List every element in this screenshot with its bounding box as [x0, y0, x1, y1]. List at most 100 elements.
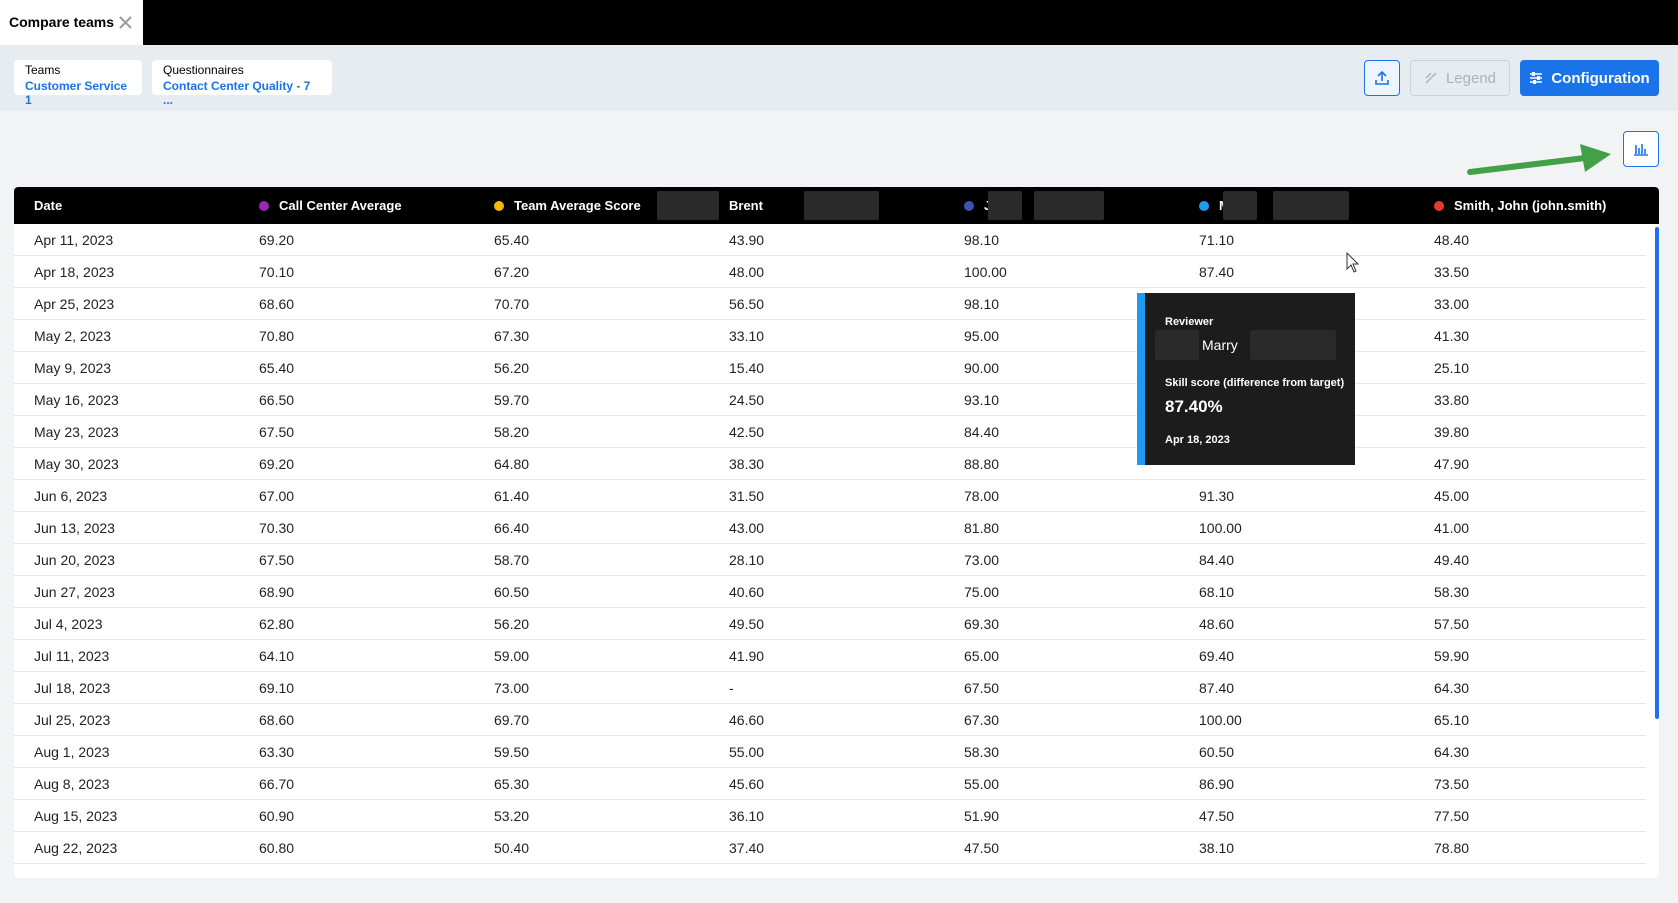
chart-view-button[interactable] — [1623, 131, 1659, 167]
table-cell: 65.40 — [494, 232, 530, 248]
table-cell: - — [729, 680, 734, 696]
legend-button[interactable]: Legend — [1410, 60, 1510, 96]
table-cell: 69.70 — [494, 712, 530, 728]
table-cell: 81.80 — [964, 520, 1000, 536]
table-row: Jun 13, 2023 70.30 66.40 43.00 81.80 100.00 41… — [14, 512, 1646, 544]
table-cell: 50.40 — [494, 840, 530, 856]
scrollbar[interactable] — [1655, 227, 1659, 719]
table-cell: Jul 18, 2023 — [34, 680, 111, 696]
table-cell: 84.40 — [964, 424, 1000, 440]
table-cell: 60.50 — [1199, 744, 1235, 760]
redacted — [1250, 330, 1336, 360]
table-cell: 64.80 — [494, 456, 530, 472]
column-header: Team Average Score — [494, 187, 641, 224]
table-cell: 60.90 — [259, 808, 295, 824]
table-cell: 66.40 — [494, 520, 530, 536]
redacted — [1223, 191, 1257, 220]
table-cell: 98.10 — [964, 296, 1000, 312]
table-cell: 93.10 — [964, 392, 1000, 408]
column-name: Call Center Average — [279, 198, 402, 213]
table-cell: 70.80 — [259, 328, 295, 344]
table-cell: 69.40 — [1199, 648, 1235, 664]
table-cell: May 30, 2023 — [34, 456, 119, 472]
table-cell: 41.90 — [729, 648, 765, 664]
series-dot — [259, 201, 269, 211]
table-cell: 48.40 — [1434, 232, 1470, 248]
table-cell: 47.50 — [964, 840, 1000, 856]
cut-off-row — [14, 864, 1646, 878]
table-cell: May 2, 2023 — [34, 328, 112, 344]
table-cell: 24.50 — [729, 392, 765, 408]
table-cell: 58.30 — [1434, 584, 1470, 600]
table-cell: 67.50 — [259, 552, 295, 568]
table-row: Jul 4, 2023 62.80 56.20 49.50 69.30 48.60 57.5… — [14, 608, 1646, 640]
button-label: Configuration — [1551, 69, 1650, 87]
table-cell: 63.30 — [259, 744, 295, 760]
table-cell: 25.10 — [1434, 360, 1470, 376]
table-cell: 68.10 — [1199, 584, 1235, 600]
table-cell: 43.00 — [729, 520, 765, 536]
table-cell: 100.00 — [964, 264, 1007, 280]
configuration-button[interactable]: Configuration — [1520, 60, 1659, 96]
configuration-icon — [1530, 72, 1543, 84]
table-cell: Apr 25, 2023 — [34, 296, 115, 312]
annotation-arrow — [1467, 144, 1611, 175]
close-icon[interactable] — [119, 16, 132, 29]
column-name: Brent — [729, 198, 763, 213]
table-cell: 41.30 — [1434, 328, 1470, 344]
table-row: Aug 22, 2023 60.80 50.40 37.40 47.50 38.10 78.… — [14, 832, 1646, 864]
table-cell: 57.50 — [1434, 616, 1470, 632]
redacted — [1155, 330, 1199, 360]
table-cell: 71.10 — [1199, 232, 1235, 248]
table-row: Jul 18, 2023 69.10 73.00 - 67.50 87.40 64.30 — [14, 672, 1646, 704]
table-cell: 73.50 — [1434, 776, 1470, 792]
table-cell: 65.00 — [964, 648, 1000, 664]
table-cell: 100.00 — [1199, 712, 1242, 728]
filter[interactable]: Teams Customer Service 1 — [14, 60, 142, 107]
table-cell: May 9, 2023 — [34, 360, 112, 376]
column-header: Brent — [729, 187, 763, 224]
table-cell: 33.80 — [1434, 392, 1470, 408]
table-cell: 65.30 — [494, 776, 530, 792]
table-cell: 84.40 — [1199, 552, 1235, 568]
table-row: Aug 1, 2023 63.30 59.50 55.00 58.30 60.50 64.3… — [14, 736, 1646, 768]
table-cell: 53.20 — [494, 808, 530, 824]
export-button[interactable] — [1364, 60, 1400, 96]
column-name: Team Average Score — [514, 198, 641, 213]
filter[interactable]: Questionnaires Contact Center Quality - 7… — [152, 60, 332, 107]
table-cell: 67.00 — [259, 488, 295, 504]
table-row: May 9, 2023 65.40 56.20 15.40 90.00 25.10 — [14, 352, 1646, 384]
table-cell: 100.00 — [1199, 520, 1242, 536]
table-row: May 30, 2023 69.20 64.80 38.30 88.80 47.90 — [14, 448, 1646, 480]
tooltip-value: 87.40% — [1165, 397, 1223, 416]
table-cell: 64.30 — [1434, 680, 1470, 696]
table-cell: 67.20 — [494, 264, 530, 280]
table-cell: 38.30 — [729, 456, 765, 472]
table-cell: 59.70 — [494, 392, 530, 408]
table-cell: 59.00 — [494, 648, 530, 664]
tab[interactable]: Compare teams — [0, 0, 143, 45]
table-cell: 65.10 — [1434, 712, 1470, 728]
table-row: May 2, 2023 70.80 67.30 33.10 95.00 41.30 — [14, 320, 1646, 352]
table-cell: Aug 15, 2023 — [34, 808, 118, 824]
table-cell: 48.60 — [1199, 616, 1235, 632]
table-cell: 70.10 — [259, 264, 295, 280]
column-header: Date — [34, 187, 62, 224]
table-cell: 68.60 — [259, 712, 295, 728]
table-cell: 66.50 — [259, 392, 295, 408]
table-cell: 77.50 — [1434, 808, 1470, 824]
table-cell: 68.60 — [259, 296, 295, 312]
redacted — [804, 191, 879, 220]
table-cell: 58.20 — [494, 424, 530, 440]
series-dot — [494, 201, 504, 211]
table-cell: 64.30 — [1434, 744, 1470, 760]
table-cell: 69.20 — [259, 232, 295, 248]
table-cell: 69.20 — [259, 456, 295, 472]
table-row: Jul 25, 2023 68.60 69.70 46.60 67.30 100.00 65… — [14, 704, 1646, 736]
table-cell: 69.30 — [964, 616, 1000, 632]
filter-value: Contact Center Quality - 7 ... — [163, 79, 311, 107]
table-cell: 55.00 — [729, 744, 765, 760]
tooltip: Reviewer Marry Skill score (difference f… — [1137, 293, 1355, 465]
table-cell: 65.40 — [259, 360, 295, 376]
filter-value: Customer Service 1 — [25, 79, 128, 107]
